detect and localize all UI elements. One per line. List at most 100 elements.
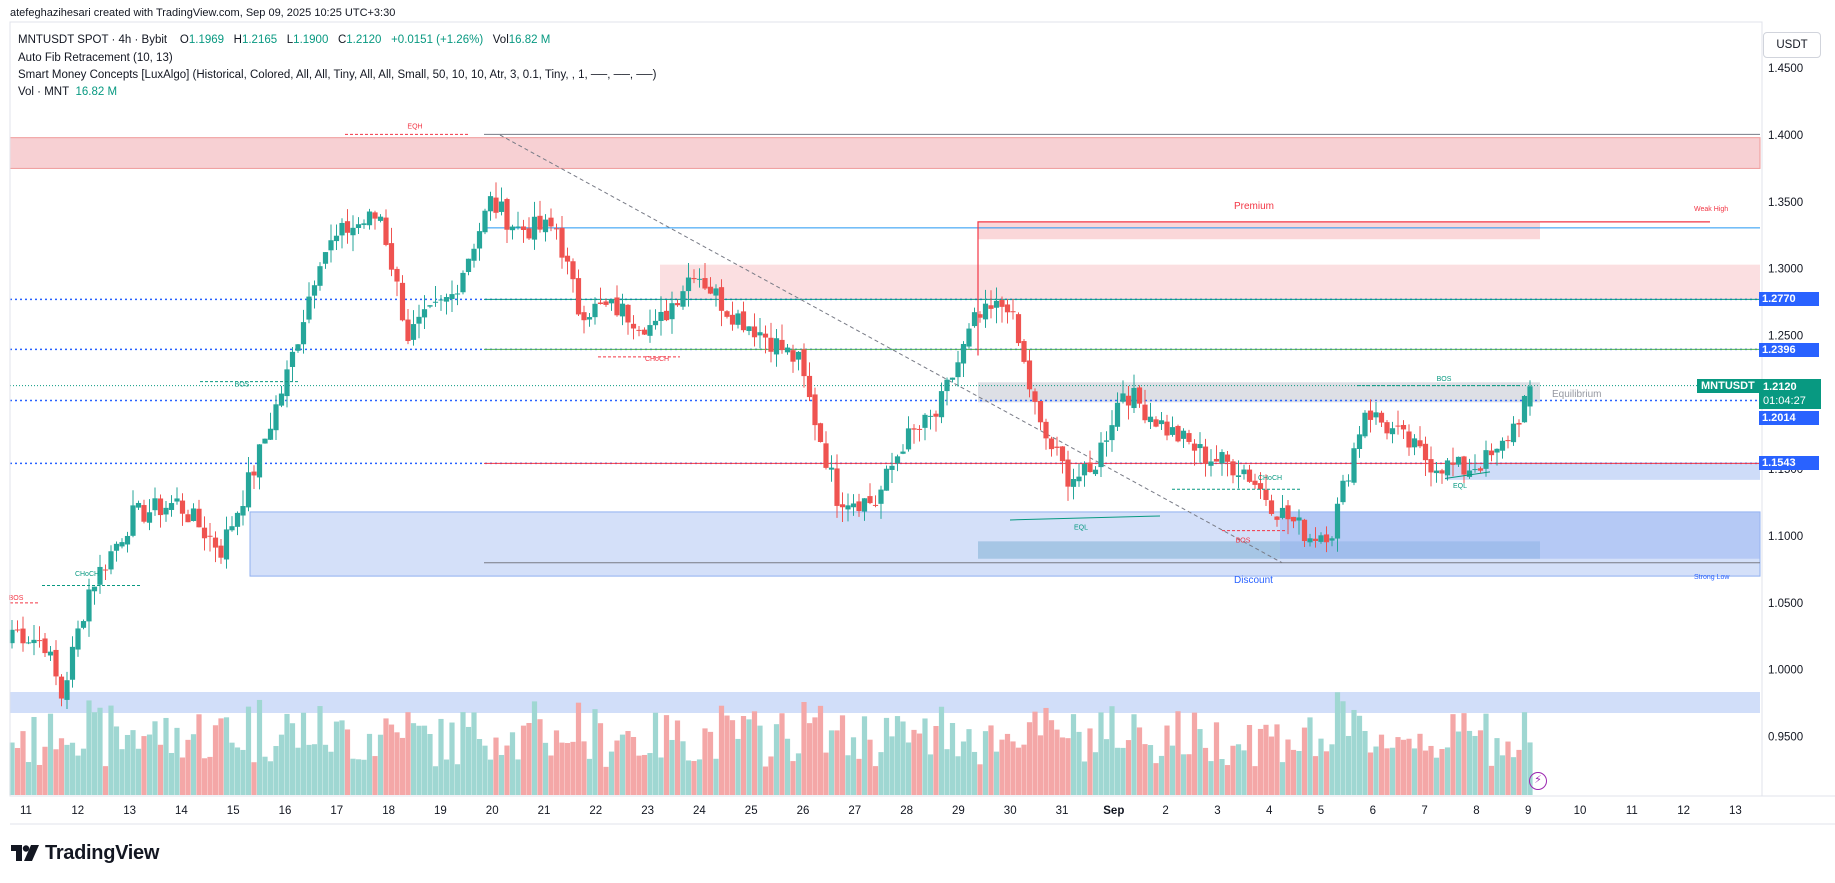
x-tick-label: 21 (538, 805, 551, 817)
volume-bar (196, 714, 202, 795)
smc-label: EQL (1453, 483, 1467, 490)
candle (1318, 532, 1324, 544)
volume-bar (1285, 739, 1291, 795)
candle-body (465, 258, 472, 273)
candle (839, 492, 846, 522)
level-tag-2: 1.2396 (1759, 343, 1819, 357)
volume-bar (86, 700, 92, 795)
y-tick-label: 1.0000 (1768, 665, 1803, 677)
volume-bar (1444, 747, 1451, 795)
candle-body (218, 545, 224, 558)
smc-label: BOS (235, 381, 250, 388)
volume-bar (339, 720, 345, 795)
candle-body (1059, 446, 1066, 462)
candle (1032, 388, 1038, 415)
volume-bar (174, 727, 180, 795)
symbol-legend[interactable]: MNTUSDT SPOT · 4h · Bybit O1.1969 H1.216… (18, 34, 550, 46)
candle (669, 291, 675, 334)
volume-bar (476, 739, 483, 795)
x-tick-label: 15 (227, 805, 240, 817)
candle (108, 545, 114, 575)
candle-body (135, 502, 142, 508)
candle-body (1373, 412, 1379, 418)
candle-body (317, 266, 323, 286)
candle (900, 444, 906, 455)
candle-body (86, 589, 92, 622)
volume-bar (592, 709, 598, 795)
candle-body (520, 226, 527, 230)
candle (856, 493, 862, 517)
candle-body (911, 428, 917, 430)
candle (960, 341, 967, 378)
candle (146, 499, 153, 531)
candle (652, 309, 659, 330)
brand-name: TradingView (45, 841, 160, 864)
candle (1389, 421, 1396, 444)
zone-premium (978, 221, 1540, 240)
candle-body (1395, 425, 1401, 427)
tradingview-logo[interactable]: TradingView (11, 841, 159, 865)
volume-bar (850, 737, 857, 795)
indicator-smc[interactable]: Smart Money Concepts [LuxAlgo] (Historic… (18, 69, 657, 81)
volume-bar (1455, 731, 1462, 795)
candle (977, 311, 983, 323)
candle-body (1235, 475, 1242, 477)
candle-body (1081, 464, 1088, 476)
candle (102, 564, 109, 580)
volume-bar (1219, 759, 1225, 795)
candle (581, 305, 587, 334)
candle-body (1252, 480, 1258, 485)
candle-body (564, 255, 571, 262)
smc-label: BOS (1437, 376, 1452, 383)
level-tag-4: 1.1543 (1759, 456, 1819, 470)
candle-body (1191, 443, 1198, 451)
volume-bar (1483, 713, 1489, 795)
volume-bar (1191, 712, 1198, 795)
candle-body (751, 326, 758, 338)
volume-bar (702, 728, 708, 795)
volume-bar (900, 721, 906, 795)
candle-body (1362, 412, 1368, 437)
candle (685, 263, 692, 307)
candle-body (1241, 469, 1247, 475)
indicator-volume[interactable]: Vol · MNT 16.82 M (18, 86, 117, 98)
eql-line (1009, 515, 1161, 521)
volume-bar (537, 719, 543, 795)
indicator-fib[interactable]: Auto Fib Retracement (10, 13) (18, 52, 173, 64)
candle (1450, 447, 1456, 477)
volume-bar (977, 764, 983, 795)
volume-bar (1521, 712, 1528, 795)
candle-body (1483, 450, 1489, 469)
candle-body (152, 498, 158, 511)
candle (949, 377, 956, 383)
x-tick-label: 12 (1677, 805, 1690, 817)
volume-bar (482, 745, 488, 795)
volume-bar (1224, 765, 1231, 795)
candle (168, 495, 175, 517)
candle-body (1202, 446, 1209, 464)
candle (1378, 410, 1385, 428)
candle (735, 309, 741, 329)
candle-body (1098, 442, 1104, 468)
candle (377, 214, 384, 223)
candle (311, 280, 318, 309)
candle (361, 219, 367, 229)
candle-body (207, 535, 213, 537)
replay-icon[interactable]: ⚡ (1529, 772, 1547, 790)
volume-bar (58, 738, 65, 795)
x-tick-label: 31 (1056, 805, 1069, 817)
candle-body (1466, 470, 1473, 477)
volume-bar (1054, 729, 1060, 795)
candle (1367, 399, 1374, 433)
currency-button[interactable]: USDT (1763, 32, 1821, 58)
low-label: L (286, 34, 294, 46)
volume-bar (42, 746, 48, 795)
candle-body (1340, 480, 1346, 503)
low-value: 1.1900 (293, 34, 329, 46)
volume-bar (575, 702, 582, 795)
volume-bar (559, 742, 565, 795)
volume-bar (163, 717, 169, 795)
candle-body (1158, 420, 1165, 425)
volume-bar (1076, 731, 1082, 795)
